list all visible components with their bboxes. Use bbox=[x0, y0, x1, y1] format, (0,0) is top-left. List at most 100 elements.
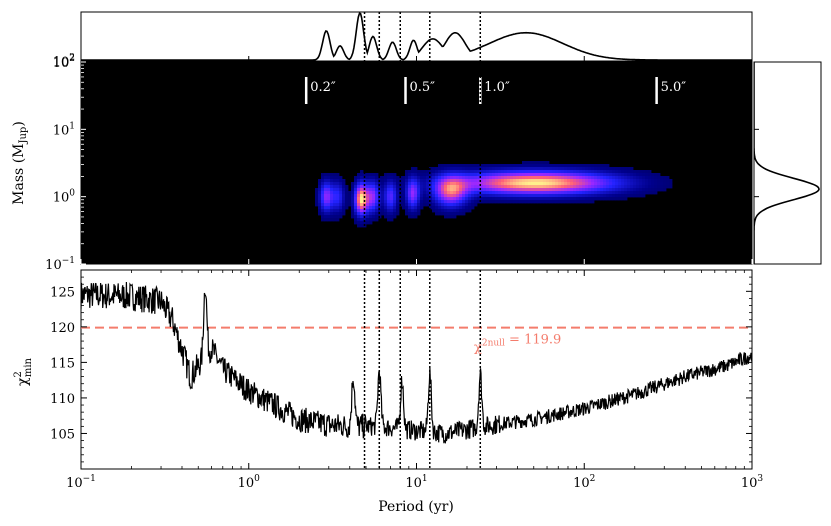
heatmap-cell bbox=[402, 188, 406, 192]
heatmap-cell bbox=[366, 215, 370, 219]
heatmap-cell bbox=[666, 176, 670, 180]
heatmap-cell bbox=[654, 185, 658, 189]
heatmap-cell bbox=[561, 164, 565, 168]
heatmap-cell bbox=[555, 170, 559, 174]
heatmap-cell bbox=[558, 179, 562, 183]
heatmap-cell bbox=[576, 179, 580, 183]
heatmap-cell bbox=[369, 221, 373, 225]
heatmap-cell bbox=[492, 173, 496, 177]
heatmap-cell bbox=[417, 179, 421, 183]
heatmap-cell bbox=[492, 182, 496, 186]
heatmap-cell bbox=[339, 209, 343, 213]
heatmap-cell bbox=[546, 161, 550, 165]
heatmap-cell bbox=[540, 167, 544, 171]
heatmap-cell bbox=[636, 173, 640, 177]
heatmap-cell bbox=[453, 182, 457, 186]
heatmap-cell bbox=[546, 200, 550, 204]
heatmap-cell bbox=[441, 212, 445, 216]
heatmap-cell bbox=[330, 185, 334, 189]
heatmap-cell bbox=[525, 197, 529, 201]
y-tick-label: 105 bbox=[50, 427, 75, 442]
heatmap-cell bbox=[342, 212, 346, 216]
heatmap-cell bbox=[570, 173, 574, 177]
heatmap-cell bbox=[585, 185, 589, 189]
heatmap-cell bbox=[624, 182, 628, 186]
heatmap-cell bbox=[630, 194, 634, 198]
heatmap-cell bbox=[405, 185, 409, 189]
heatmap-cell bbox=[384, 200, 388, 204]
heatmap-cell bbox=[462, 176, 466, 180]
heatmap-cell bbox=[390, 191, 394, 195]
heatmap-cell bbox=[360, 182, 364, 186]
heatmap-cell bbox=[468, 173, 472, 177]
heatmap-cell bbox=[435, 209, 439, 213]
heatmap-cell bbox=[471, 164, 475, 168]
heatmap-cell bbox=[552, 188, 556, 192]
heatmap-cell bbox=[339, 185, 343, 189]
heatmap-cell bbox=[555, 200, 559, 204]
heatmap-cell bbox=[408, 212, 412, 216]
heatmap-cell bbox=[366, 194, 370, 198]
heatmap-cell bbox=[396, 182, 400, 186]
heatmap-cell bbox=[390, 203, 394, 207]
heatmap-cell bbox=[525, 194, 529, 198]
heatmap-cell bbox=[411, 173, 415, 177]
heatmap-cell bbox=[447, 215, 451, 219]
heatmap-cell bbox=[450, 170, 454, 174]
heatmap-cell bbox=[537, 194, 541, 198]
heatmap-cell bbox=[336, 200, 340, 204]
heatmap-cell bbox=[471, 197, 475, 201]
heatmap-cell bbox=[318, 203, 322, 207]
heatmap-cell bbox=[576, 197, 580, 201]
heatmap-cell bbox=[516, 164, 520, 168]
heatmap-cell bbox=[438, 173, 442, 177]
heatmap-cell bbox=[369, 203, 373, 207]
heatmap-cell bbox=[459, 173, 463, 177]
heatmap-cell bbox=[417, 212, 421, 216]
heatmap-cell bbox=[414, 173, 418, 177]
heatmap-cell bbox=[588, 200, 592, 204]
heatmap-cell bbox=[456, 185, 460, 189]
heatmap-cell bbox=[489, 182, 493, 186]
heatmap-cell bbox=[516, 200, 520, 204]
heatmap-cell bbox=[408, 191, 412, 195]
separation-label: 0.5″ bbox=[410, 80, 436, 95]
heatmap-cell bbox=[477, 194, 481, 198]
heatmap-cell bbox=[426, 173, 430, 177]
heatmap-cell bbox=[612, 197, 616, 201]
heatmap-cell bbox=[471, 179, 475, 183]
heatmap-cell bbox=[483, 167, 487, 171]
separation-label: 0.2″ bbox=[310, 80, 336, 95]
heatmap-cell bbox=[333, 218, 337, 222]
heatmap-cell bbox=[474, 167, 478, 171]
chi2-min-curve bbox=[81, 281, 752, 444]
heatmap-cell bbox=[411, 179, 415, 183]
heatmap-cell bbox=[531, 170, 535, 174]
null-label-main: χ bbox=[474, 341, 482, 356]
heatmap-cell bbox=[336, 215, 340, 219]
heatmap-cell bbox=[603, 185, 607, 189]
heatmap-cell bbox=[459, 185, 463, 189]
heatmap-cell bbox=[498, 170, 502, 174]
heatmap-cell bbox=[567, 185, 571, 189]
heatmap-cell bbox=[561, 200, 565, 204]
heatmap-cell bbox=[477, 188, 481, 192]
heatmap-cell bbox=[609, 191, 613, 195]
y-tick-label: 102 bbox=[53, 54, 75, 71]
heatmap-cell bbox=[354, 215, 358, 219]
heatmap-cell bbox=[375, 185, 379, 189]
heatmap-cell bbox=[333, 194, 337, 198]
heatmap-cell bbox=[360, 188, 364, 192]
heatmap-cell bbox=[591, 194, 595, 198]
heatmap-cell bbox=[390, 182, 394, 186]
heatmap-cell bbox=[462, 212, 466, 216]
heatmap-cell bbox=[555, 191, 559, 195]
heatmap-cell bbox=[507, 188, 511, 192]
heatmap-cell bbox=[525, 176, 529, 180]
heatmap-cell bbox=[609, 167, 613, 171]
heatmap-cell bbox=[450, 185, 454, 189]
heatmap-cell bbox=[582, 188, 586, 192]
heatmap-cell bbox=[366, 185, 370, 189]
heatmap-cell bbox=[627, 191, 631, 195]
heatmap-cell bbox=[450, 194, 454, 198]
